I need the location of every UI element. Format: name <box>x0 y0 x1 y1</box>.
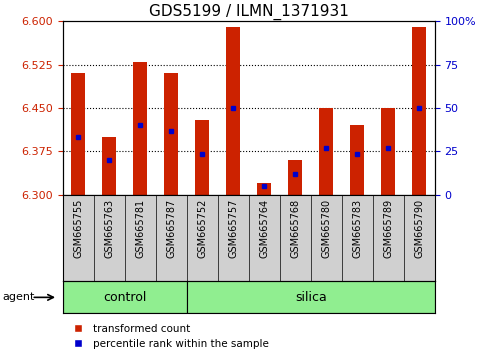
Bar <box>288 160 302 195</box>
Bar <box>195 120 209 195</box>
Text: GSM665752: GSM665752 <box>197 199 207 258</box>
Bar <box>226 27 240 195</box>
Bar <box>102 137 116 195</box>
Text: GSM665763: GSM665763 <box>104 199 114 258</box>
Text: GSM665764: GSM665764 <box>259 199 269 258</box>
Text: GSM665787: GSM665787 <box>166 199 176 258</box>
Text: GSM665790: GSM665790 <box>414 199 424 258</box>
Text: GSM665768: GSM665768 <box>290 199 300 258</box>
Bar <box>257 183 271 195</box>
Text: GSM665755: GSM665755 <box>73 199 83 258</box>
Text: control: control <box>103 291 146 304</box>
Bar <box>164 73 178 195</box>
Bar <box>381 108 395 195</box>
Text: GSM665789: GSM665789 <box>383 199 393 258</box>
Text: silica: silica <box>295 291 327 304</box>
Text: GSM665757: GSM665757 <box>228 199 238 258</box>
Bar <box>133 62 147 195</box>
Bar <box>350 125 364 195</box>
Legend: transformed count, percentile rank within the sample: transformed count, percentile rank withi… <box>68 324 269 349</box>
Title: GDS5199 / ILMN_1371931: GDS5199 / ILMN_1371931 <box>149 4 349 20</box>
Text: GSM665783: GSM665783 <box>352 199 362 258</box>
Text: agent: agent <box>2 292 35 302</box>
Bar <box>187 281 435 313</box>
Bar <box>63 281 187 313</box>
Text: GSM665781: GSM665781 <box>135 199 145 258</box>
Bar <box>319 108 333 195</box>
Bar <box>412 27 426 195</box>
Text: GSM665780: GSM665780 <box>321 199 331 258</box>
Bar <box>71 73 85 195</box>
